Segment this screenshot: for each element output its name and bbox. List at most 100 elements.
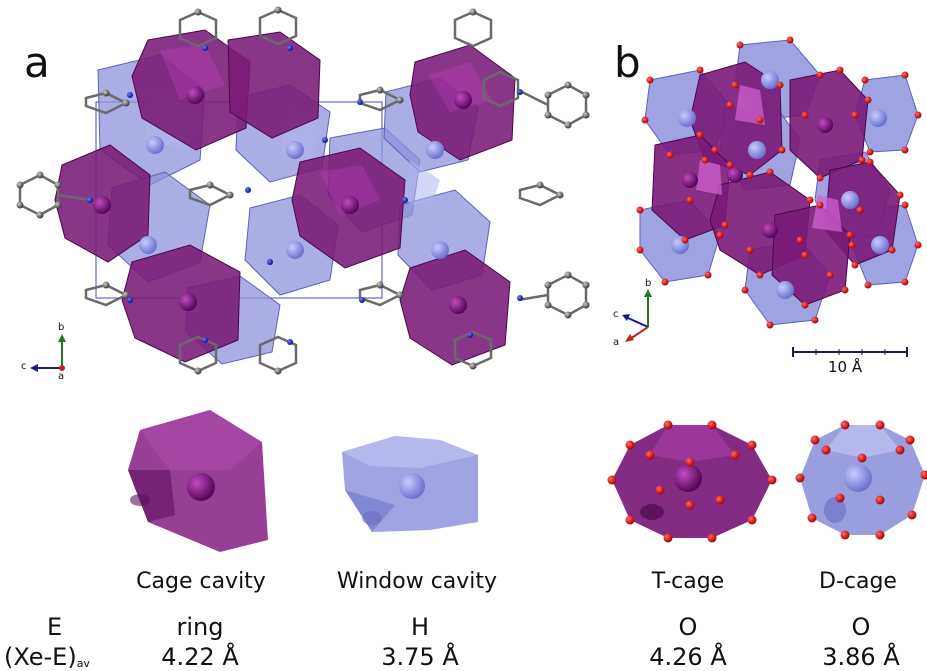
oxygen-atom [756, 116, 764, 124]
row-label-distance-main: (Xe-E) [4, 643, 77, 671]
distance-t-cage: 4.26 Å [649, 643, 727, 671]
axis-a-a-label: a [58, 371, 65, 382]
d-cage-oxygen-atoms [795, 420, 927, 540]
oxygen-atom [864, 281, 872, 289]
oxygen-atom [701, 156, 709, 164]
oxygen-atom [895, 445, 905, 455]
oxygen-atom [801, 251, 809, 259]
oxygen-atom [840, 530, 850, 540]
oxygen-atom [875, 530, 885, 540]
oxygen-atom [901, 201, 909, 209]
row-label-distance: (Xe-E)av [4, 645, 90, 669]
oxygen-atom [746, 246, 754, 254]
oxygen-atom [905, 435, 915, 445]
axis-triad-b [622, 289, 652, 342]
axis-b-a-label: a [613, 337, 620, 348]
oxygen-atom [901, 278, 909, 286]
oxygen-atom [801, 111, 809, 119]
oxygen-atom [746, 171, 754, 179]
panel-a-letter: a [24, 38, 50, 87]
element-d-cage: O [851, 613, 871, 641]
oxygen-atom [858, 156, 866, 164]
oxygen-atom [646, 76, 654, 84]
axis-a-c-label: c [21, 361, 27, 372]
oxygen-atom [810, 435, 820, 445]
panel-a-framework [16, 6, 590, 375]
t-cage-shape [607, 420, 777, 543]
oxygen-atom [636, 206, 644, 214]
cavity-name-window: Window cavity [336, 569, 498, 594]
scale-bar-label: 10 Å [828, 358, 863, 376]
oxygen-atom [741, 286, 749, 294]
oxygen-atom [636, 246, 644, 254]
oxygen-atom [851, 261, 859, 269]
oxygen-atom [821, 445, 831, 455]
oxygen-atom [806, 196, 814, 204]
oxygen-atom [663, 420, 673, 430]
axis-b-c-label: c [613, 309, 619, 320]
oxygen-atom [796, 236, 804, 244]
oxygen-atom [826, 271, 834, 279]
oxygen-atom [920, 470, 927, 480]
window-cavity-shape [342, 436, 478, 532]
xe-atoms [93, 86, 472, 314]
oxygen-atom [914, 111, 922, 119]
oxygen-atom [756, 271, 764, 279]
element-t-cage: O [678, 613, 698, 641]
oxygen-atom [645, 450, 655, 460]
oxygen-atom [767, 475, 777, 485]
oxygen-atom [707, 420, 717, 430]
oxygen-atom [707, 533, 717, 543]
oxygen-atom [736, 41, 744, 49]
axis-a-b-label: b [58, 322, 65, 333]
oxygen-atom [766, 168, 774, 176]
axis-b-b-label: b [645, 278, 652, 289]
oxygen-atom [721, 221, 729, 229]
oxygen-atom [747, 515, 757, 525]
panel-b-framework [622, 36, 922, 357]
t-cage-oxygen-atoms [607, 420, 777, 543]
oxygen-atom [914, 241, 922, 249]
oxygen-atom [875, 420, 885, 430]
oxygen-atom [861, 76, 869, 84]
oxygen-atom [686, 196, 694, 204]
oxygen-atom [795, 473, 805, 483]
oxygen-atom [841, 286, 849, 294]
oxygen-atom [747, 440, 757, 450]
oxygen-atom [835, 493, 845, 503]
oxygen-atom [663, 533, 673, 543]
oxygen-atom [661, 278, 669, 286]
element-cage: ring [176, 613, 224, 641]
oxygen-atom [655, 485, 665, 495]
oxygen-atom [685, 500, 695, 510]
oxygen-atom [607, 475, 617, 485]
oxygen-atom [696, 131, 704, 139]
element-window: H [410, 613, 430, 641]
oxygen-atom [711, 146, 719, 154]
row-label-distance-sub: av [76, 657, 90, 670]
distance-window: 3.75 Å [381, 643, 459, 671]
panel-b-letter: b [614, 38, 641, 87]
oxygen-atom [840, 420, 850, 430]
oxygen-atom [875, 495, 885, 505]
oxygen-atom [730, 450, 740, 460]
oxygen-atom [816, 201, 824, 209]
linker-atoms [16, 6, 590, 375]
oxygen-atom [848, 241, 856, 249]
oxygen-atom [864, 96, 872, 104]
row-label-element: E [47, 613, 63, 641]
oxygen-atom [726, 161, 734, 169]
oxygen-atom [857, 453, 867, 463]
oxygen-atom [715, 495, 725, 505]
d-cage-shape [795, 420, 927, 540]
oxygen-atom [731, 81, 739, 89]
oxygen-atom [866, 158, 874, 166]
oxygen-atom [685, 457, 695, 467]
oxygen-atom [776, 81, 784, 89]
distance-d-cage: 3.86 Å [822, 643, 900, 671]
distance-cage: 4.22 Å [161, 643, 239, 671]
cavity-name-t-cage: T-cage [651, 569, 725, 594]
oxygen-atom [704, 271, 712, 279]
cage-cavity-shape [128, 410, 268, 552]
